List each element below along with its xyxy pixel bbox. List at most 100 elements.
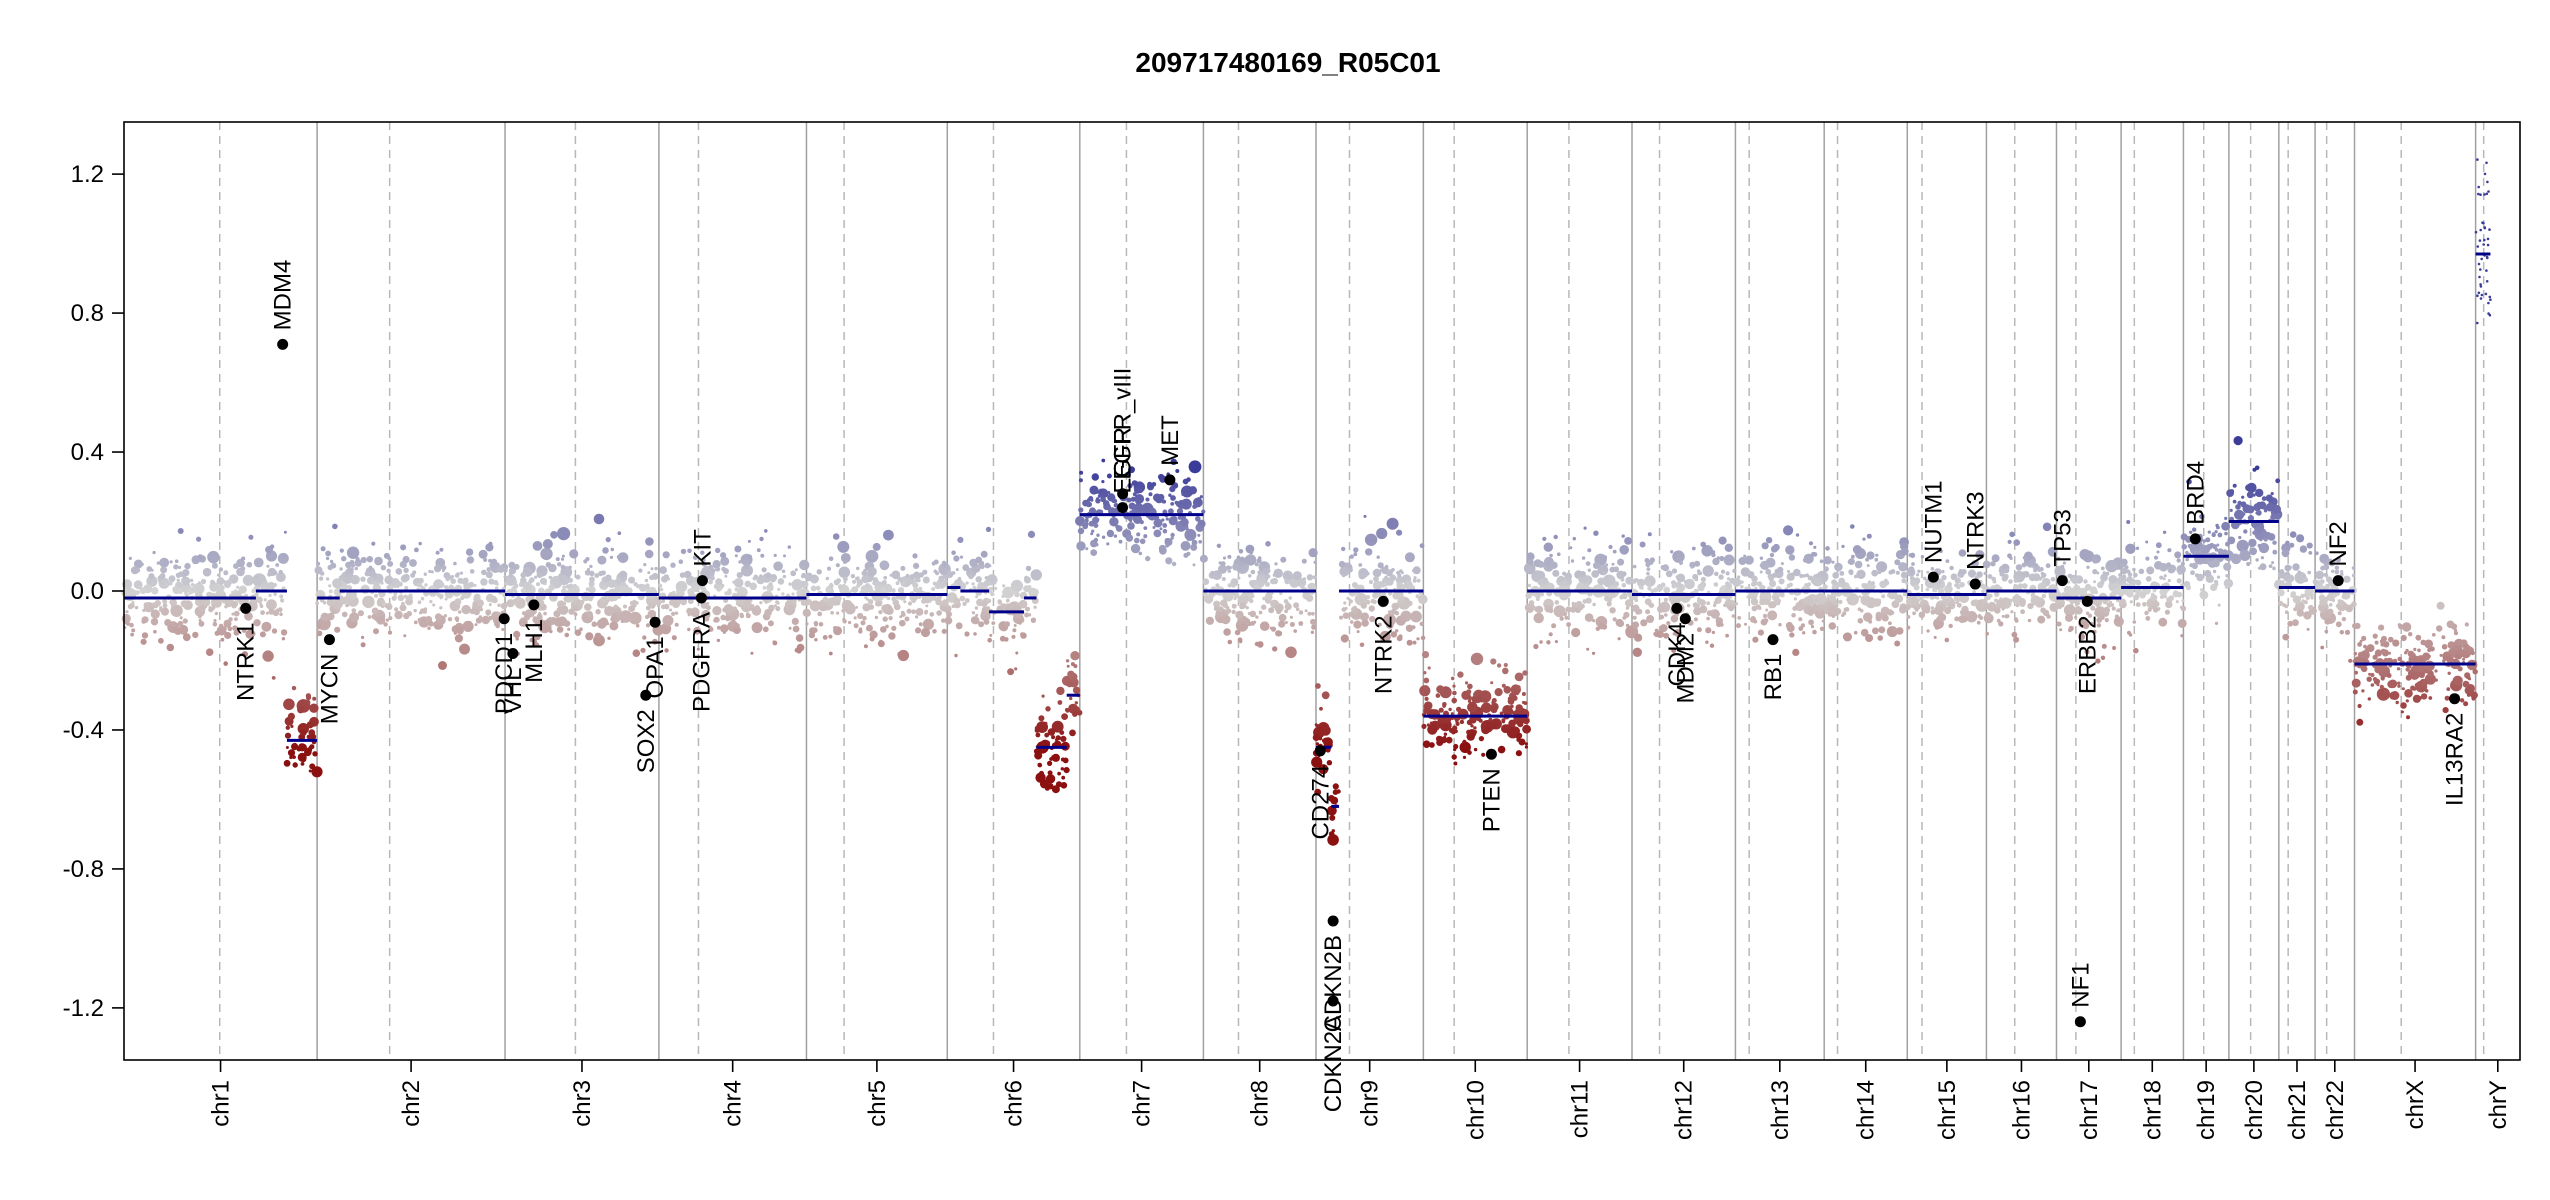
probe-point <box>1175 469 1180 473</box>
probe-point <box>721 566 726 572</box>
probe-point <box>877 581 882 586</box>
probe-point <box>503 568 508 573</box>
probe-point <box>501 628 505 631</box>
probe-point <box>192 631 199 639</box>
probe-point <box>384 575 394 585</box>
probe-point <box>192 560 197 564</box>
probe-point <box>822 635 828 640</box>
probe-point <box>2245 484 2252 492</box>
probe-point <box>2479 285 2483 288</box>
probe-point <box>770 576 777 583</box>
probe-point <box>1634 633 1643 642</box>
probe-point <box>1751 575 1758 583</box>
gene-label: MET <box>1157 415 1184 466</box>
probe-point <box>2138 568 2145 575</box>
probe-point <box>1170 458 1177 465</box>
probe-point <box>1311 756 1323 768</box>
probe-point <box>366 556 373 563</box>
probe-point <box>2113 616 2124 627</box>
probe-point <box>2181 599 2185 603</box>
probe-point <box>2257 566 2261 570</box>
probe-point <box>1101 458 1106 463</box>
probe-point <box>1759 556 1764 560</box>
probe-point <box>2052 604 2057 609</box>
gene-marker <box>2449 693 2461 705</box>
probe-point <box>1587 568 1592 572</box>
probe-point <box>1723 603 1727 608</box>
probe-point <box>605 574 612 582</box>
probe-point <box>1542 536 1547 542</box>
probe-point <box>1824 602 1828 606</box>
probe-point <box>891 625 897 631</box>
probe-point <box>1329 812 1334 816</box>
probe-point <box>2091 606 2095 610</box>
gene-marker <box>2056 575 2068 587</box>
probe-point <box>2487 190 2490 193</box>
probe-point <box>2290 593 2295 598</box>
probe-point <box>2392 639 2400 647</box>
probe-point <box>2303 611 2312 620</box>
probe-point <box>1265 581 1270 587</box>
probe-point <box>1079 470 1084 475</box>
probe-point <box>1526 565 1536 575</box>
probe-point <box>2263 537 2268 542</box>
probe-point <box>649 574 655 581</box>
probe-point <box>838 566 851 579</box>
probe-point <box>2292 563 2300 571</box>
probe-point <box>1901 578 1907 584</box>
probe-point <box>1386 517 1399 530</box>
probe-point <box>1070 651 1080 661</box>
probe-point <box>885 624 889 629</box>
probe-point <box>162 599 167 604</box>
probe-point <box>2442 659 2446 663</box>
probe-point <box>679 572 686 578</box>
probe-point <box>882 616 888 622</box>
probe-point <box>153 604 158 609</box>
probe-point <box>986 598 992 604</box>
probe-point <box>607 636 611 640</box>
probe-point <box>1635 610 1640 615</box>
probe-point <box>1527 559 1534 566</box>
probe-point <box>1263 562 1267 567</box>
probe-point <box>773 604 777 608</box>
probe-point <box>2015 603 2019 608</box>
probe-point <box>1429 721 1433 725</box>
probe-point <box>890 588 896 593</box>
probe-point <box>1069 729 1076 737</box>
probe-point <box>662 551 670 559</box>
probe-point <box>2215 523 2219 528</box>
probe-point <box>1346 596 1350 601</box>
probe-point <box>1937 606 1944 613</box>
probe-point <box>1227 639 1233 645</box>
probe-point <box>1126 497 1132 503</box>
probe-point <box>1740 585 1744 589</box>
probe-point <box>441 569 445 573</box>
probe-point <box>2310 596 2314 600</box>
probe-point <box>941 581 945 585</box>
probe-point <box>868 604 875 610</box>
probe-point <box>1780 562 1784 566</box>
probe-point <box>488 541 493 546</box>
probe-point <box>548 575 552 580</box>
probe-point <box>374 593 378 598</box>
probe-point <box>915 608 924 616</box>
probe-point <box>1213 600 1221 608</box>
probe-point <box>2155 542 2162 549</box>
probe-point <box>2224 585 2229 589</box>
probe-point <box>1579 571 1586 578</box>
probe-point <box>584 603 592 611</box>
probe-point <box>2124 567 2128 571</box>
probe-point <box>954 653 958 658</box>
probe-point <box>131 628 136 633</box>
probe-point <box>1838 599 1843 605</box>
probe-point <box>532 616 537 621</box>
probe-point <box>674 611 679 615</box>
probe-point <box>983 583 987 587</box>
probe-point <box>2432 633 2436 637</box>
probe-point <box>1949 565 1954 571</box>
probe-point <box>1838 577 1846 585</box>
probe-point <box>644 549 654 559</box>
probe-point <box>594 632 602 640</box>
probe-point <box>1584 613 1594 622</box>
probe-point <box>1147 481 1153 487</box>
